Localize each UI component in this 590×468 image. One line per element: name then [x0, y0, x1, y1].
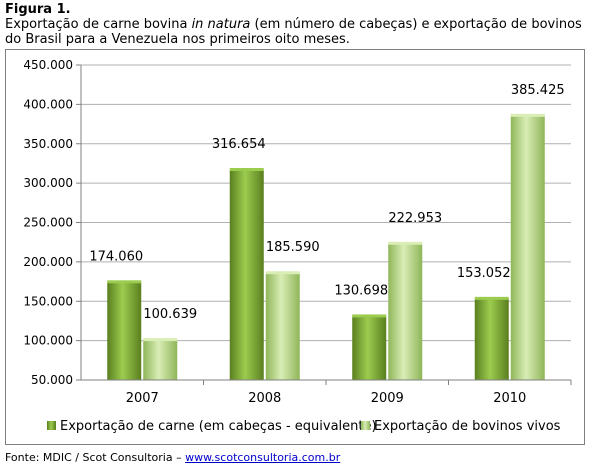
bar-top: [510, 113, 545, 117]
x-tick-label: 2008: [248, 391, 281, 406]
caption-part-1: Exportação de carne bovina: [5, 17, 192, 32]
chart-frame: 174.060 100.639 316.654 185.590 130.698 222.9…: [5, 49, 585, 445]
bar-carne-2008: [229, 170, 264, 380]
data-label: 130.698: [334, 283, 388, 298]
legend-key-vivos: [361, 421, 370, 430]
bar-vivos-2008: [265, 273, 300, 380]
figure-label: Figura 1.: [5, 2, 71, 17]
x-tick-label: 2010: [493, 391, 526, 406]
figure-caption: Exportação de carne bovina in natura (em…: [5, 17, 585, 47]
bar-chart: 174.060 100.639 316.654 185.590 130.698 222.9…: [23, 58, 572, 434]
data-label: 222.953: [388, 211, 442, 226]
bar-top: [388, 241, 423, 245]
x-tick-label: 2009: [371, 391, 404, 406]
y-tick-label: 100.000: [23, 334, 73, 348]
bar-carne-2009: [352, 316, 387, 380]
bar-carne-2007: [107, 282, 142, 380]
bar-top: [143, 338, 178, 342]
y-tick-label: 300.000: [23, 176, 73, 190]
legend-key-carne: [47, 421, 56, 430]
legend-label-carne: Exportação de carne (em cabeças - equiva…: [60, 419, 377, 434]
data-label: 316.654: [212, 137, 266, 152]
y-tick-label: 350.000: [23, 137, 73, 151]
bar-vivos-2010: [510, 115, 545, 380]
y-tick-label: 50.000: [31, 373, 73, 387]
x-tick-label: 2007: [126, 391, 159, 406]
source-prefix: Fonte: MDIC / Scot Consultoria –: [5, 451, 186, 464]
y-tick-label: 150.000: [23, 294, 73, 308]
data-label: 153.052: [457, 266, 511, 281]
bar-vivos-2007: [143, 340, 178, 380]
bar-top: [352, 314, 387, 318]
y-tick-label: 200.000: [23, 255, 73, 269]
data-label: 385.425: [511, 83, 565, 98]
source-note: Fonte: MDIC / Scot Consultoria – www.sco…: [5, 451, 340, 464]
bar-top: [229, 168, 264, 172]
bar-top: [474, 296, 509, 300]
y-tick-label: 250.000: [23, 216, 73, 230]
bar-vivos-2009: [388, 243, 423, 380]
source-link[interactable]: www.scotconsultoria.com.br: [185, 451, 341, 464]
caption-italic: in natura: [191, 17, 251, 32]
caption-part-2: (em número de cabeças) e exportação de b…: [5, 17, 582, 47]
y-tick-label: 400.000: [23, 97, 73, 111]
bar-top: [107, 280, 142, 284]
y-tick-label: 450.000: [23, 58, 73, 72]
legend-label-vivos: Exportação de bovinos vivos: [374, 419, 561, 434]
data-label: 100.639: [143, 307, 197, 322]
data-label: 174.060: [89, 249, 143, 264]
bar-carne-2010: [474, 298, 509, 380]
bar-top: [265, 271, 300, 275]
data-label: 185.590: [266, 240, 320, 255]
